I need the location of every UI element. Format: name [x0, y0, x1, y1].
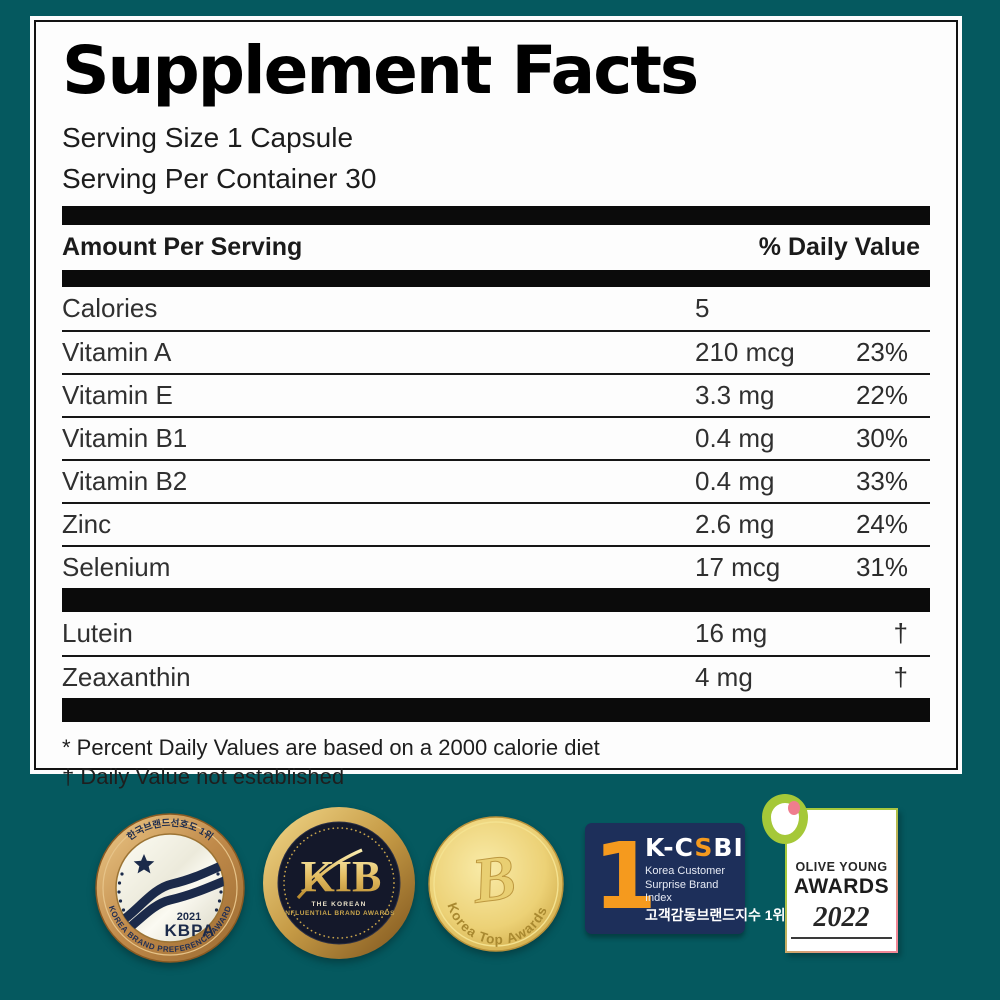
korea-top-awards-coin: B Korea Top Awards — [428, 816, 564, 952]
table-row: Zinc 2.6 mg 24% — [62, 502, 930, 545]
serving-size: Serving Size 1 Capsule — [62, 122, 354, 153]
kcsbi-logo-accent: S — [694, 833, 714, 862]
table-row: Vitamin B2 0.4 mg 33% — [62, 459, 930, 502]
medal-acronym: KBPA — [165, 921, 216, 940]
table-row: Vitamin E 3.3 mg 22% — [62, 373, 930, 416]
nutrient-name: Vitamin B1 — [62, 423, 188, 453]
nutrient-amount: 2.6 mg — [695, 509, 775, 539]
nutrient-name: Vitamin B2 — [62, 466, 188, 496]
nutrient-dv: 30% — [855, 423, 908, 453]
nutrient-name: Vitamin A — [62, 337, 172, 367]
table-row: Vitamin B1 0.4 mg 30% — [62, 416, 930, 459]
panel-title: Supplement Facts — [62, 32, 699, 109]
nutrient-dv: 31% — [855, 552, 908, 582]
kib-line1: THE KOREAN — [312, 901, 367, 908]
medal-year: 2021 — [177, 911, 201, 923]
nutrient-amount: 210 mcg — [695, 337, 795, 367]
footnote-dagger: † Daily Value not established — [62, 764, 345, 789]
table-header: Amount Per Serving % Daily Value — [62, 225, 930, 270]
table-row: Selenium 17 mcg 31% — [62, 545, 930, 588]
table-row: Vitamin A 210 mcg 23% — [62, 330, 930, 373]
nutrient-dv: 22% — [855, 380, 908, 410]
nutrient-name: Zinc — [62, 509, 112, 539]
nutrient-amount: 4 mg — [695, 662, 753, 692]
divider-bar-mid — [62, 588, 930, 612]
footnotes: * Percent Daily Values are based on a 20… — [62, 733, 930, 791]
table-row: Calories 5 — [62, 287, 930, 330]
nutrient-name: Vitamin E — [62, 380, 173, 410]
nutrient-amount: 17 mcg — [695, 552, 781, 582]
kib-logo-text: KIB — [301, 852, 382, 901]
olive-young-brand: OLIVE YOUNG — [795, 860, 888, 874]
kcsbi-logo: K-CSBI — [645, 833, 745, 862]
nutrient-dv: † — [893, 662, 908, 692]
table-row: Lutein 16 mg † — [62, 612, 930, 655]
nutrient-amount: 0.4 mg — [695, 466, 775, 496]
coin-face — [428, 816, 564, 952]
kcsbi-logo-part2: BI — [713, 833, 744, 862]
kib-line2: INFLUENTIAL BRAND AWARDS — [283, 910, 395, 917]
divider-bar-header — [62, 270, 930, 287]
table-row: Zeaxanthin 4 mg † — [62, 655, 930, 698]
serving-info: Serving Size 1 Capsule Serving Per Conta… — [62, 117, 930, 199]
nutrient-dv: 33% — [855, 466, 908, 496]
nutrient-name: Calories — [62, 293, 158, 323]
kcsbi-logo-part1: K-C — [645, 833, 695, 862]
nutrient-amount: 5 — [695, 293, 710, 323]
olive-dot-icon — [788, 801, 800, 815]
kib-award-badge: KIB THE KOREAN INFLUENTIAL BRAND AWARDS — [263, 807, 415, 959]
nutrient-dv: 24% — [855, 509, 908, 539]
medal-side-dots — [117, 872, 223, 912]
olive-young-awards-text: AWARDS — [793, 875, 890, 898]
kcsbi-badge: 1 K-CSBI Korea Customer Surprise Brand I… — [585, 823, 785, 934]
divider-bar-bottom — [62, 698, 930, 722]
kcsbi-subtitle: Korea Customer Surprise Brand Index — [645, 865, 745, 906]
kbpa-medal-badge: 2021 KBPA 한국브랜드선호도 1위 KOREA BRAND PREFER… — [95, 813, 245, 963]
olive-icon — [762, 794, 808, 844]
nutrient-dv: † — [893, 618, 908, 648]
footnote-daily-values: * Percent Daily Values are based on a 20… — [62, 735, 600, 760]
nutrient-dv: 23% — [855, 337, 908, 367]
medal-star-icon — [133, 854, 155, 874]
kib-inner-disc — [277, 821, 401, 945]
coin-monogram: B — [467, 840, 520, 916]
kcsbi-korean-text: 고객감동브랜드지수 1위 — [645, 907, 786, 923]
nutrient-amount: 16 mg — [695, 618, 768, 648]
nutrient-name: Zeaxanthin — [62, 662, 191, 692]
kcsbi-subtitle-line1: Korea Customer — [645, 865, 726, 877]
nutrient-amount: 3.3 mg — [695, 380, 775, 410]
olive-young-year: 2022 — [791, 902, 892, 939]
supplement-facts-panel: Supplement Facts Serving Size 1 Capsule … — [30, 16, 962, 789]
kcsbi-subtitle-line2: Surprise Brand Index — [645, 878, 719, 905]
serving-per-container: Serving Per Container 30 — [62, 163, 377, 194]
kcsbi-rank-number: 1 — [593, 823, 658, 930]
olive-young-award-card: OLIVE YOUNG AWARDS 2022 — [762, 794, 898, 953]
nutrient-amount: 0.4 mg — [695, 423, 775, 453]
nutrient-name: Lutein — [62, 618, 133, 648]
kib-swoosh — [296, 848, 363, 900]
divider-bar-top — [62, 206, 930, 225]
nutrient-name: Selenium — [62, 552, 171, 582]
amount-per-serving-header: Amount Per Serving — [62, 233, 303, 261]
kib-dotted-ring — [283, 827, 395, 939]
daily-value-header: % Daily Value — [758, 233, 920, 261]
supplement-facts-border: Supplement Facts Serving Size 1 Capsule … — [34, 20, 958, 789]
